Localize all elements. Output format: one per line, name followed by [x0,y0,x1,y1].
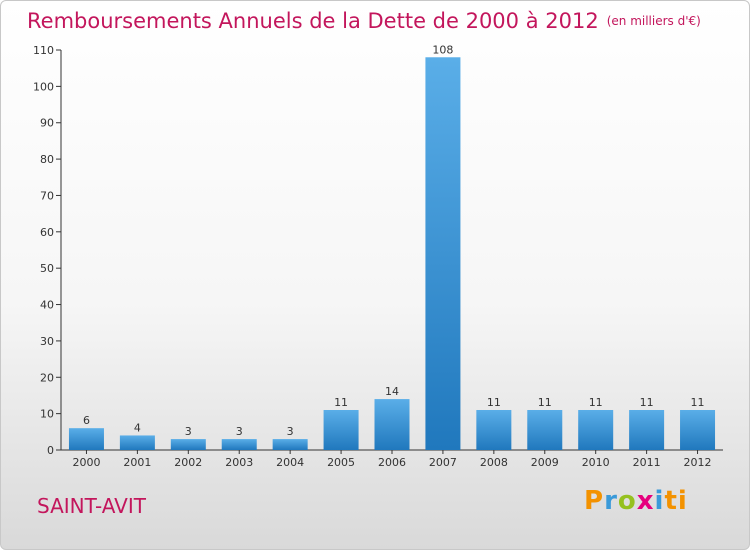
value-label-2005: 11 [334,396,348,409]
logo-letter: i [654,486,665,516]
logo-letter: ti [664,486,688,516]
y-tick-label: 80 [40,153,54,166]
proxiti-logo: Proxiti [584,486,688,516]
value-label-2009: 11 [538,396,552,409]
x-tick-label-2010: 2010 [582,456,610,469]
bar-2004 [272,439,308,450]
y-tick-label: 20 [40,371,54,384]
y-tick-label: 70 [40,189,54,202]
chart-title: Remboursements Annuels de la Dette de 20… [27,9,701,33]
y-tick-label: 30 [40,335,54,348]
logo-letter: x [636,486,655,516]
value-label-2012: 11 [691,396,705,409]
value-label-2008: 11 [487,396,501,409]
value-label-2011: 11 [640,396,654,409]
value-label-2002: 3 [185,425,192,438]
y-tick-label: 100 [33,80,54,93]
bar-2006 [374,399,410,450]
bar-2000 [68,428,104,450]
bar-2009 [527,410,563,450]
logo-letter: P [584,486,605,516]
bar-2010 [578,410,614,450]
x-tick-label-2011: 2011 [633,456,661,469]
x-tick-label-2001: 2001 [123,456,151,469]
x-tick-label-2007: 2007 [429,456,457,469]
x-tick-label-2006: 2006 [378,456,406,469]
y-tick-label: 60 [40,226,54,239]
x-tick-label-2012: 2012 [684,456,712,469]
x-tick-label-2005: 2005 [327,456,355,469]
bar-2011 [629,410,665,450]
y-tick-label: 10 [40,408,54,421]
bar-2008 [476,410,512,450]
value-label-2007: 108 [432,43,453,56]
x-tick-label-2002: 2002 [174,456,202,469]
bar-2003 [221,439,257,450]
value-label-2003: 3 [236,425,243,438]
x-tick-label-2008: 2008 [480,456,508,469]
bar-2002 [170,439,206,450]
bar-2001 [119,435,155,450]
x-tick-label-2000: 2000 [72,456,100,469]
chart-title-text: Remboursements Annuels de la Dette de 20… [27,9,599,33]
logo-letter: r [604,486,618,516]
y-tick-label: 0 [47,444,54,457]
x-tick-label-2003: 2003 [225,456,253,469]
y-tick-label: 110 [33,44,54,57]
bar-2012 [680,410,716,450]
y-tick-label: 40 [40,299,54,312]
x-tick-label-2009: 2009 [531,456,559,469]
value-label-2000: 6 [83,414,90,427]
bar-2007 [425,57,461,450]
logo-letter: o [617,486,637,516]
value-label-2006: 14 [385,385,399,398]
x-tick-label-2004: 2004 [276,456,304,469]
chart-unit: (en milliers d'€) [606,14,701,28]
value-label-2001: 4 [134,421,141,434]
y-tick-label: 50 [40,262,54,275]
y-tick-label: 90 [40,117,54,130]
bar-2005 [323,410,359,450]
value-label-2010: 11 [589,396,603,409]
value-label-2004: 3 [287,425,294,438]
city-name: SAINT-AVIT [37,494,146,518]
